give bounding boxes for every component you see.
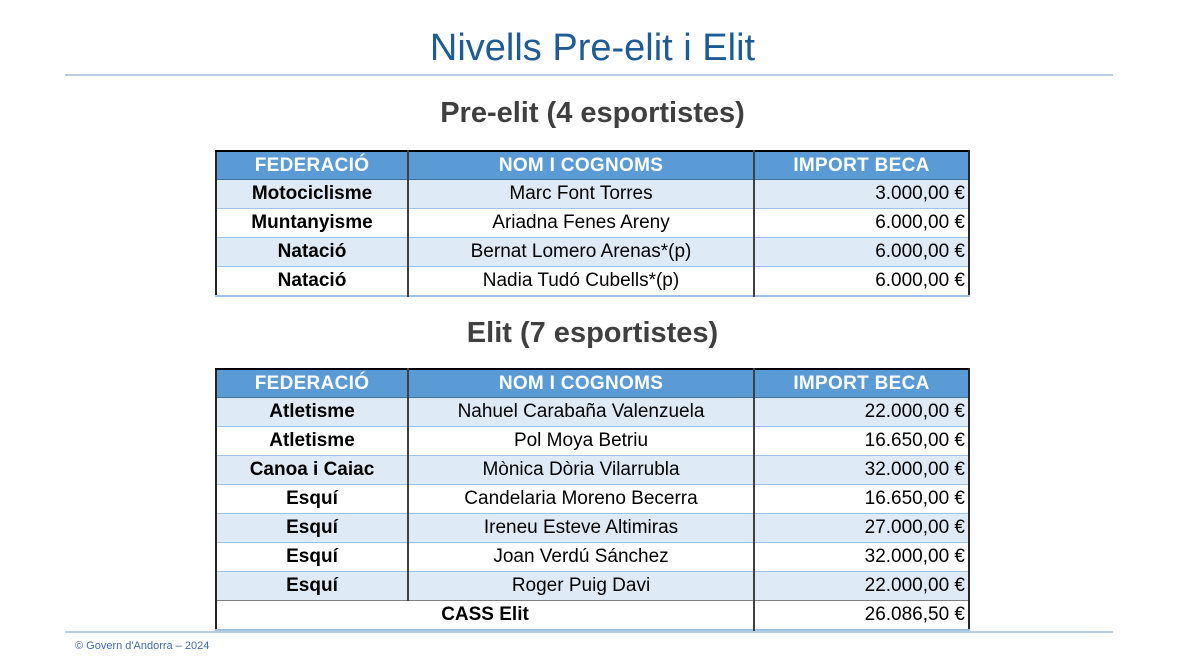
cell-amount: 32.000,00 € [753, 455, 969, 485]
summary-amount: 26.086,50 € [753, 600, 969, 630]
cell-amount: 27.000,00 € [753, 513, 969, 543]
footer-divider [65, 631, 1113, 633]
cell-amount: 16.650,00 € [753, 484, 969, 514]
cell-name: Pol Moya Betriu [407, 426, 754, 456]
cell-federation: Atletisme [216, 426, 408, 456]
pre-elit-table: FEDERACIÓ NOM I COGNOMS IMPORT BECA Motoci… [215, 150, 970, 297]
cell-name: Nahuel Carabaña Valenzuela [407, 397, 754, 427]
table-row: Canoa i Caiac Mònica Dòria Vilarrubla 32.0… [216, 455, 969, 485]
cell-name: Roger Puig Davi [407, 571, 754, 601]
table-row: Muntanyisme Ariadna Fenes Areny 6.000,00 € [216, 208, 969, 238]
title-divider [65, 74, 1113, 76]
column-header-2: IMPORT BECA [753, 369, 969, 398]
cell-amount: 3.000,00 € [753, 179, 969, 209]
cell-federation: Muntanyisme [216, 208, 408, 238]
table-row: Motociclisme Marc Font Torres 3.000,00 € [216, 179, 969, 209]
cell-amount: 6.000,00 € [753, 208, 969, 238]
column-header-0: FEDERACIÓ [216, 369, 408, 398]
cell-federation: Esquí [216, 571, 408, 601]
section-heading-elit: Elit (7 esportistes) [466, 317, 719, 349]
table-header: FEDERACIÓ NOM I COGNOMS IMPORT BECA [216, 369, 969, 398]
table-body: Motociclisme Marc Font Torres 3.000,00 € Mu… [216, 179, 969, 296]
cell-name: Joan Verdú Sánchez [407, 542, 754, 572]
cell-name: Ariadna Fenes Areny [407, 208, 754, 238]
cell-amount: 22.000,00 € [753, 571, 969, 601]
section-heading-pre-elit: Pre-elit (4 esportistes) [440, 97, 745, 129]
cell-name: Nadia Tudó Cubells*(p) [407, 266, 754, 296]
table-row: Atletisme Nahuel Carabaña Valenzuela 22.00… [216, 397, 969, 427]
cell-federation: Motociclisme [216, 179, 408, 209]
header-row: FEDERACIÓ NOM I COGNOMS IMPORT BECA [216, 151, 969, 180]
cell-amount: 22.000,00 € [753, 397, 969, 427]
cell-name: Bernat Lomero Arenas*(p) [407, 237, 754, 267]
cell-name: Mònica Dòria Vilarrubla [407, 455, 754, 485]
table-row: Esquí Roger Puig Davi 22.000,00 € [216, 571, 969, 601]
table-row: Esquí Candelaria Moreno Becerra 16.650,00 … [216, 484, 969, 514]
table-header: FEDERACIÓ NOM I COGNOMS IMPORT BECA [216, 151, 969, 180]
header-row: FEDERACIÓ NOM I COGNOMS IMPORT BECA [216, 369, 969, 398]
cell-name: Marc Font Torres [407, 179, 754, 209]
cell-federation: Natació [216, 266, 408, 296]
cell-federation: Esquí [216, 484, 408, 514]
summary-label: CASS Elit [216, 600, 754, 630]
page-title: Nivells Pre-elit i Elit [429, 27, 756, 69]
table-body: Atletisme Nahuel Carabaña Valenzuela 22.00… [216, 397, 969, 630]
table-row: Esquí Ireneu Esteve Altimiras 27.000,00 € [216, 513, 969, 543]
table-row: Natació Bernat Lomero Arenas*(p) 6.000,00 … [216, 237, 969, 267]
cell-federation: Canoa i Caiac [216, 455, 408, 485]
cell-name: Ireneu Esteve Altimiras [407, 513, 754, 543]
column-header-1: NOM I COGNOMS [407, 369, 754, 398]
table-row: Esquí Joan Verdú Sánchez 32.000,00 € [216, 542, 969, 572]
column-header-2: IMPORT BECA [753, 151, 969, 180]
cell-amount: 6.000,00 € [753, 237, 969, 267]
cell-federation: Atletisme [216, 397, 408, 427]
column-header-1: NOM I COGNOMS [407, 151, 754, 180]
cell-name: Candelaria Moreno Becerra [407, 484, 754, 514]
cell-amount: 16.650,00 € [753, 426, 969, 456]
cell-federation: Esquí [216, 513, 408, 543]
column-header-0: FEDERACIÓ [216, 151, 408, 180]
table-row: Natació Nadia Tudó Cubells*(p) 6.000,00 € [216, 266, 969, 296]
cell-amount: 32.000,00 € [753, 542, 969, 572]
summary-row: CASS Elit 26.086,50 € [216, 600, 969, 630]
cell-amount: 6.000,00 € [753, 266, 969, 296]
elit-table: FEDERACIÓ NOM I COGNOMS IMPORT BECA Atleti… [215, 368, 970, 631]
table-row: Atletisme Pol Moya Betriu 16.650,00 € [216, 426, 969, 456]
cell-federation: Esquí [216, 542, 408, 572]
cell-federation: Natació [216, 237, 408, 267]
footer-copyright: © Govern d'Andorra – 2024 [75, 640, 210, 652]
